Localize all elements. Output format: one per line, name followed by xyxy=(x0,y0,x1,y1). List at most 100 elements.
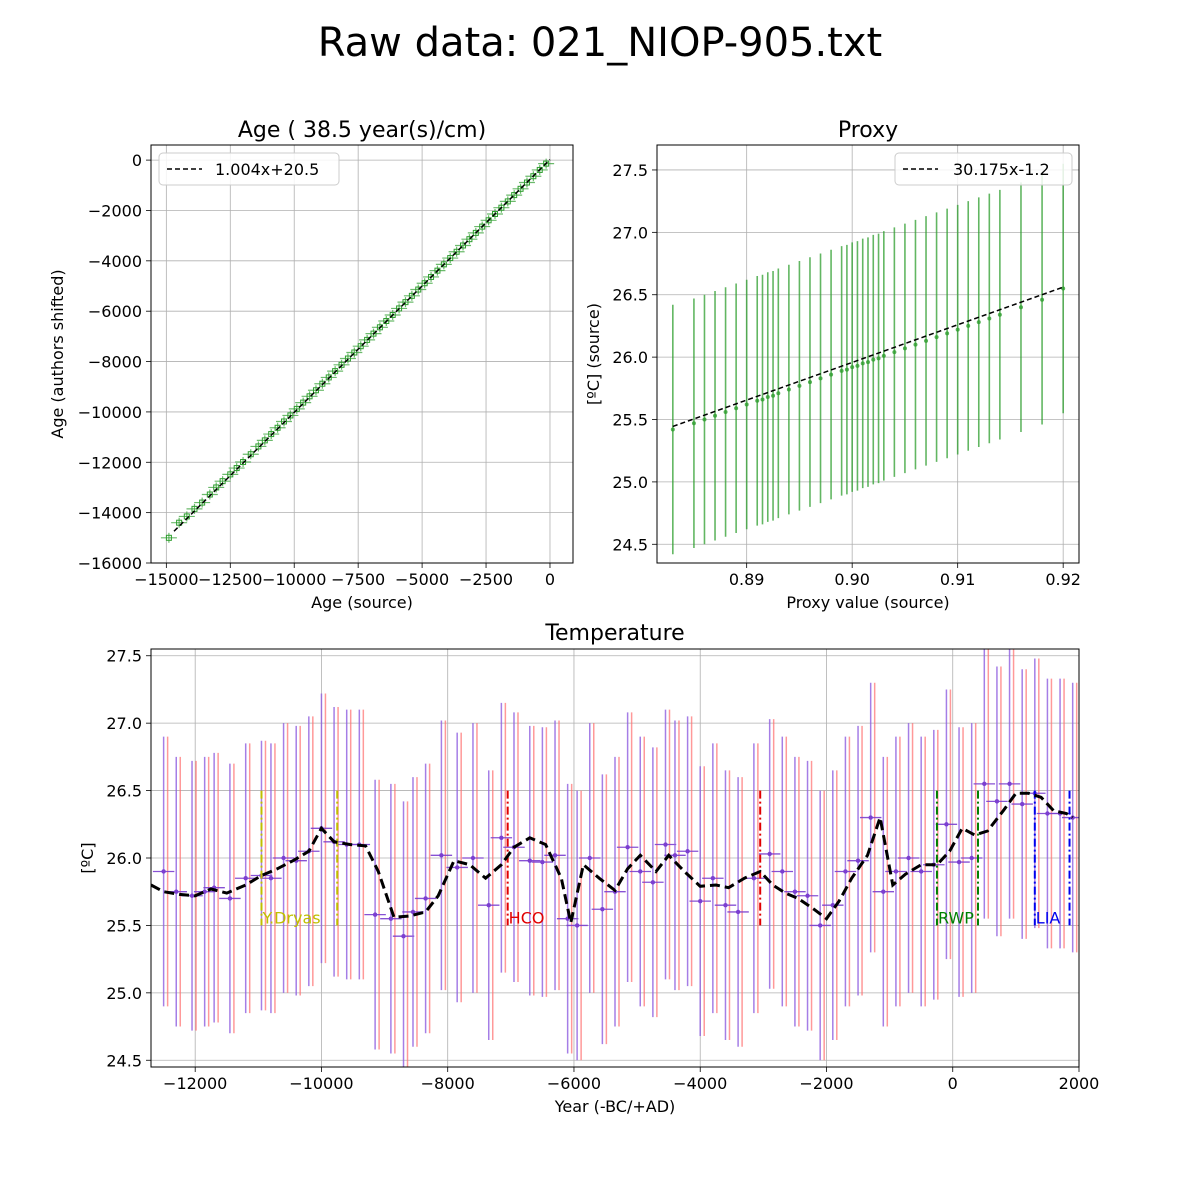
y-tick-label: 26.5 xyxy=(612,286,648,305)
y-tick-label: −4000 xyxy=(88,252,142,271)
temperature-point xyxy=(944,822,949,827)
temperature-point xyxy=(439,853,444,858)
temperature-point xyxy=(735,909,741,915)
age-legend-box xyxy=(158,152,340,186)
temperature-point xyxy=(243,876,248,881)
proxy-point xyxy=(744,402,749,407)
temperature-point xyxy=(410,909,416,915)
proxy-point xyxy=(702,417,707,422)
proxy-point xyxy=(844,367,849,372)
age-point xyxy=(274,424,281,431)
age-point xyxy=(402,299,409,306)
x-tick-label: −2500 xyxy=(459,570,513,589)
age-point xyxy=(440,261,447,268)
y-tick-label: 24.5 xyxy=(612,535,648,554)
x-tick-label: 0 xyxy=(545,570,555,589)
temperature-point xyxy=(423,896,428,901)
proxy-point xyxy=(987,316,992,321)
age-point xyxy=(300,399,307,406)
temperature-point xyxy=(638,869,643,874)
proxy-point xyxy=(881,353,886,358)
age-point xyxy=(233,465,240,472)
y-tick-label: −12000 xyxy=(78,453,142,472)
event-label: LIA xyxy=(1036,908,1061,927)
proxy-point xyxy=(976,320,981,325)
temperature-point xyxy=(710,876,716,881)
age-panel-xlabel: Age (source) xyxy=(311,593,413,612)
proxy-point xyxy=(734,406,739,411)
proxy-point xyxy=(871,357,876,362)
temperature-point xyxy=(893,869,899,874)
proxy-point xyxy=(797,383,802,388)
age-point xyxy=(466,236,473,243)
age-legend-label: 1.004x+20.5 xyxy=(215,160,319,179)
temperature-point xyxy=(1070,815,1075,820)
temperature-point xyxy=(918,869,924,874)
age-point xyxy=(530,173,537,180)
age-point xyxy=(408,292,415,299)
temperature-data: Y.Dryas HCO RWP LIA xyxy=(151,649,1079,1067)
x-tick-label: −5000 xyxy=(395,570,449,589)
temperature-point xyxy=(780,869,785,874)
proxy-point xyxy=(786,387,791,392)
age-point xyxy=(498,204,505,211)
y-tick-label: 27.0 xyxy=(612,223,648,242)
temperature-point xyxy=(1045,811,1050,816)
age-point xyxy=(240,459,247,466)
proxy-point xyxy=(771,393,776,398)
y-tick-label: 0 xyxy=(132,151,142,170)
temperature-point xyxy=(587,855,592,861)
temperature-point xyxy=(685,849,690,854)
age-point xyxy=(472,229,479,236)
temperature-point xyxy=(843,869,848,874)
age-point xyxy=(332,368,339,375)
y-tick-label: 25.0 xyxy=(612,473,648,492)
proxy-point xyxy=(860,361,865,366)
proxy-point xyxy=(876,356,881,361)
temperature-point xyxy=(454,865,460,870)
y-tick-label: 25.0 xyxy=(106,984,142,1003)
temperature-point xyxy=(817,923,823,928)
age-point xyxy=(364,336,371,343)
proxy-point xyxy=(866,360,870,365)
proxy-point xyxy=(760,397,765,402)
temperature-point xyxy=(969,855,974,861)
y-tick-label: −10000 xyxy=(78,403,142,422)
age-point xyxy=(511,192,518,199)
temperature-point xyxy=(161,869,166,874)
temperature-point xyxy=(540,859,545,865)
proxy-point xyxy=(997,312,1002,317)
age-panel-plot: −15000 −12500 −10000 −7500 −5000 −2500 00−2000… xyxy=(78,144,574,589)
proxy-point xyxy=(807,380,812,385)
age-legend: 1.004x+20.5 xyxy=(158,152,340,186)
temperature-point xyxy=(650,880,656,885)
y-tick-label: 26.5 xyxy=(106,782,142,801)
age-point xyxy=(338,361,345,368)
proxy-point xyxy=(691,421,696,426)
age-point xyxy=(504,198,511,205)
axes-frame xyxy=(150,144,574,564)
temperature-point xyxy=(723,902,728,908)
age-point xyxy=(312,387,319,394)
proxy-legend-box xyxy=(894,152,1073,186)
y-tick-label: −14000 xyxy=(78,504,142,523)
temperature-point xyxy=(268,876,274,881)
proxy-point xyxy=(913,342,918,347)
x-tick-label: −6000 xyxy=(547,1074,601,1093)
x-tick-label: 0.90 xyxy=(834,570,870,589)
temperature-point xyxy=(767,851,772,857)
age-point xyxy=(280,418,287,425)
y-tick-label: 25.5 xyxy=(612,411,648,430)
event-label: Y.Dryas xyxy=(261,908,320,927)
age-point xyxy=(165,534,172,541)
age-point xyxy=(485,217,492,224)
age-point xyxy=(306,393,313,400)
proxy-point xyxy=(723,410,728,415)
age-point xyxy=(460,242,467,249)
proxy-legend: 30.175x-1.2 xyxy=(894,152,1073,186)
y-tick-label: 26.0 xyxy=(106,849,142,868)
x-tick-label: 0 xyxy=(948,1074,958,1093)
temperature-point xyxy=(906,855,911,861)
age-point xyxy=(383,318,390,325)
temperature-panel-xlabel: Year (-BC/+AD) xyxy=(554,1097,676,1116)
